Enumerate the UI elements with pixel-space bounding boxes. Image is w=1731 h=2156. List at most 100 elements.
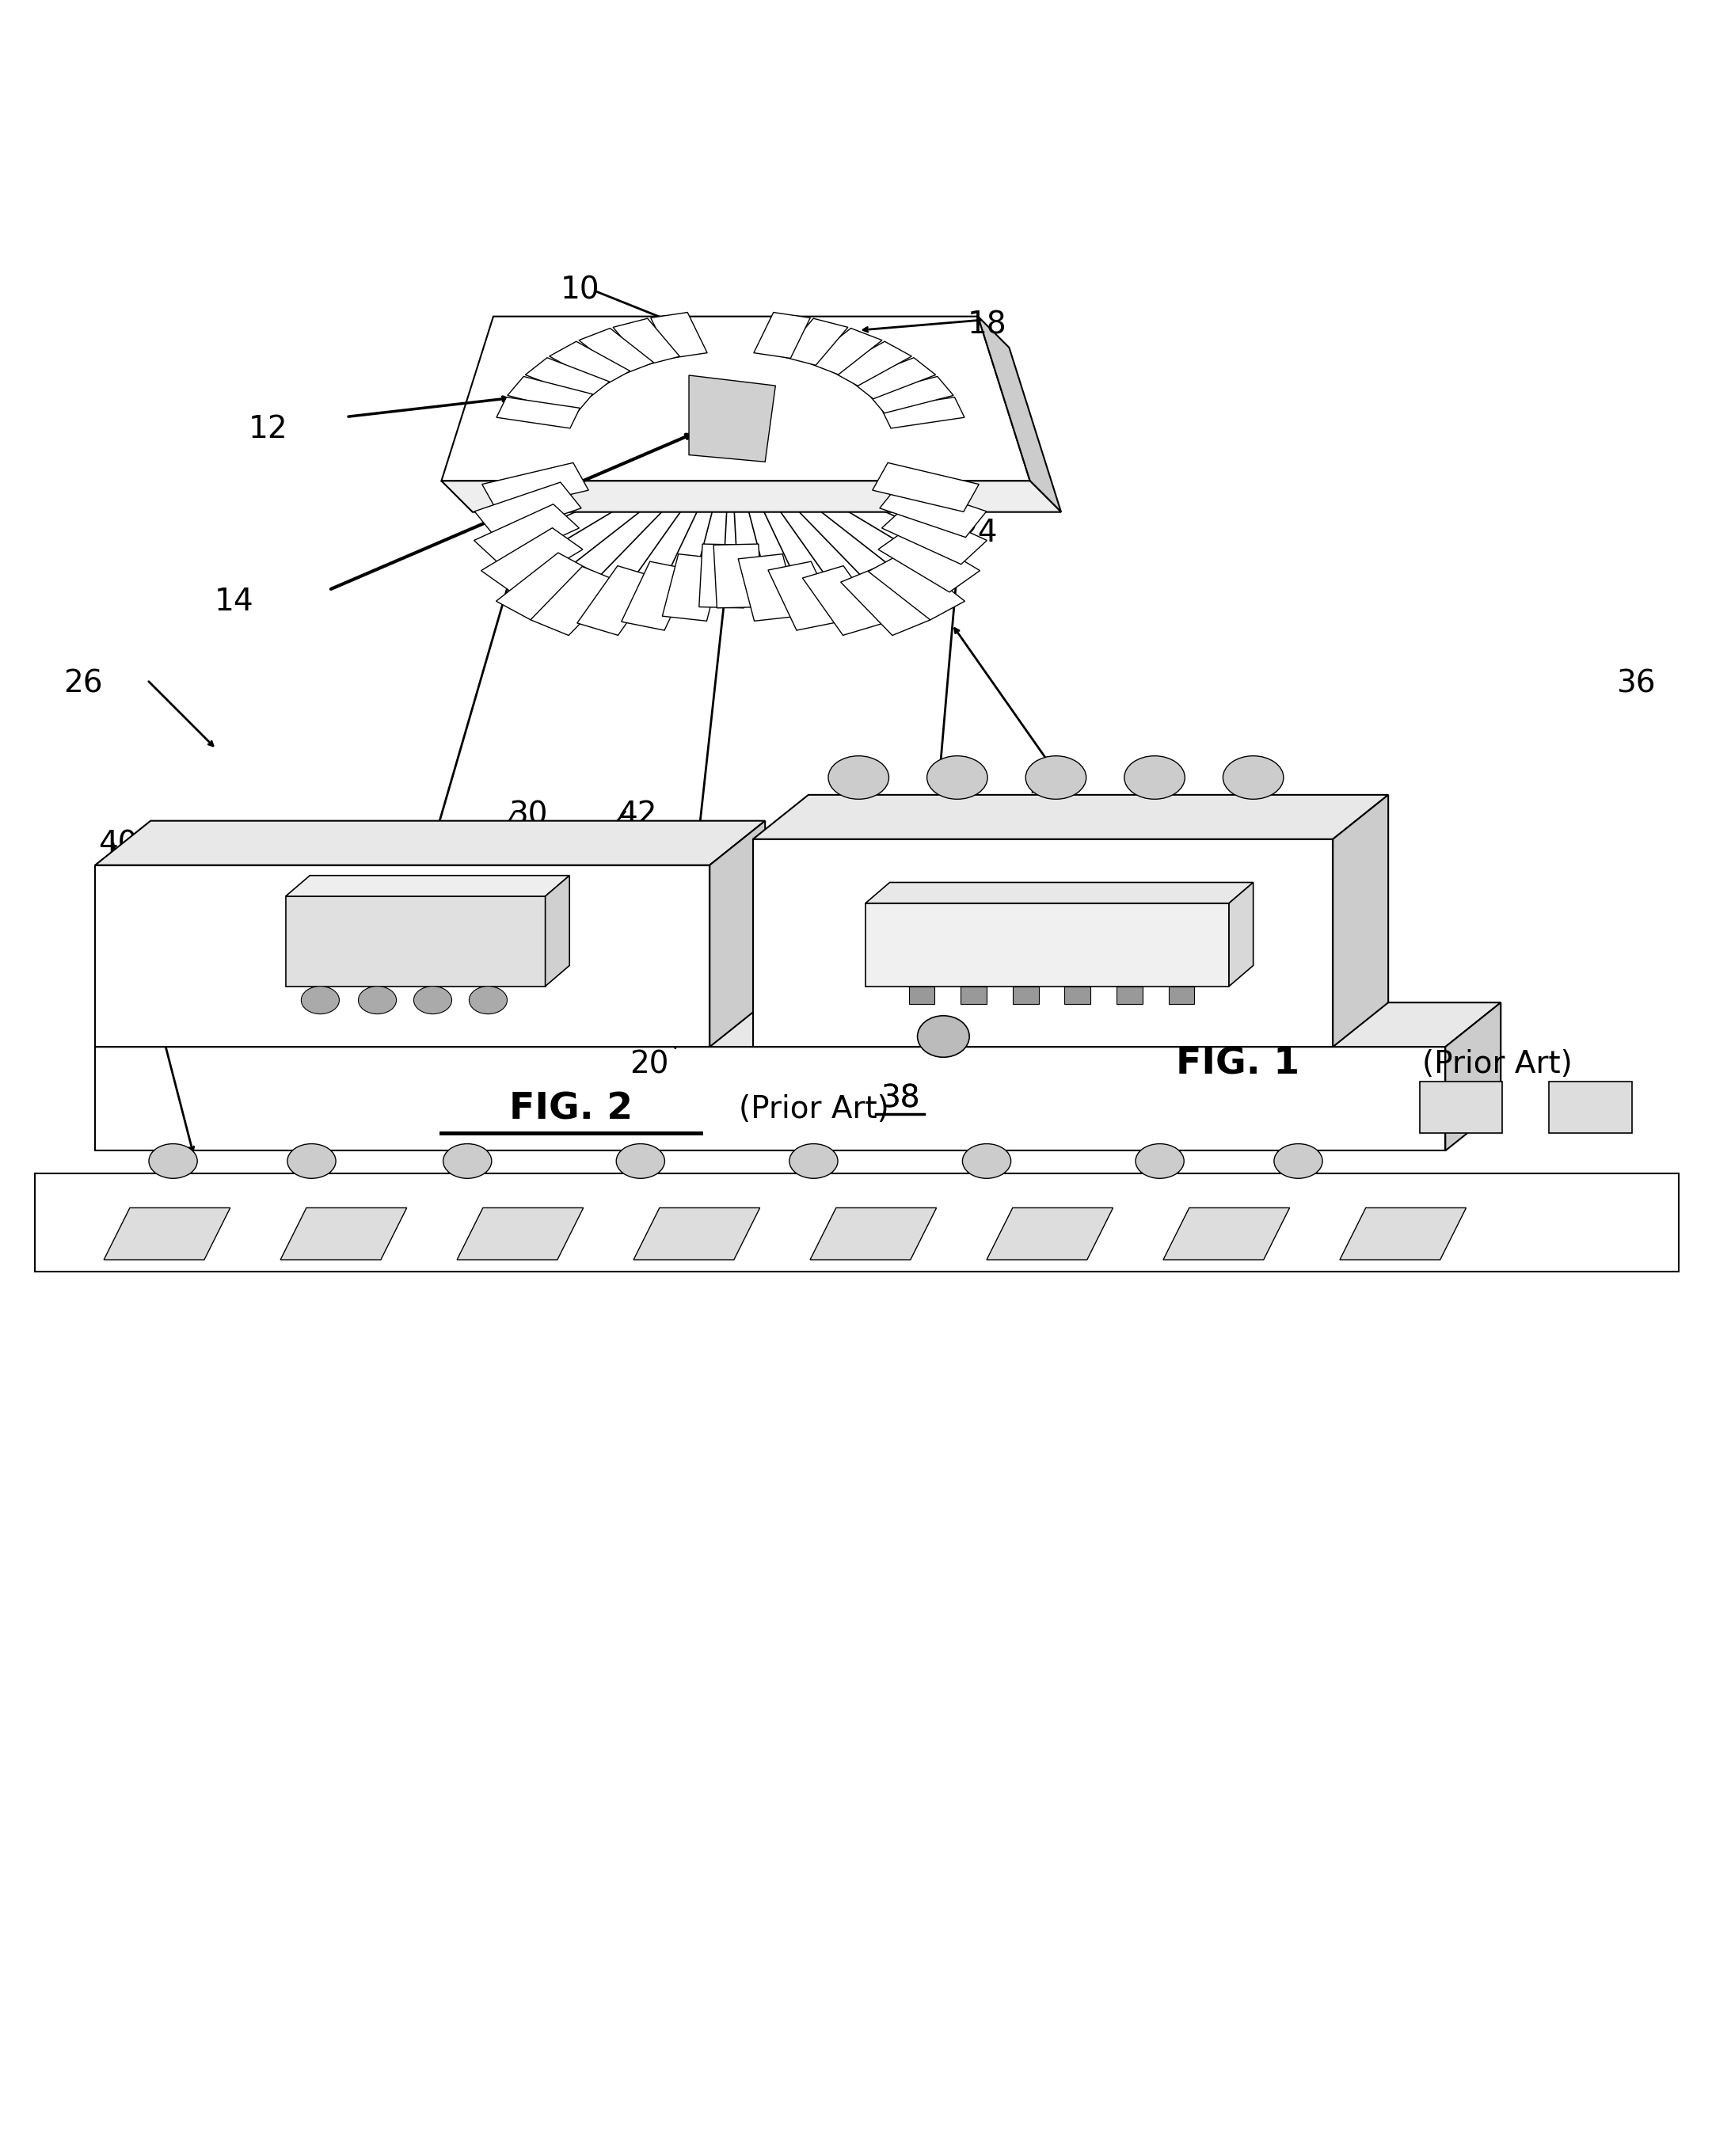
Polygon shape	[879, 483, 987, 537]
Polygon shape	[576, 565, 658, 636]
Polygon shape	[872, 464, 980, 511]
Text: 24: 24	[959, 517, 997, 548]
Ellipse shape	[827, 757, 890, 800]
Ellipse shape	[917, 1015, 969, 1056]
Polygon shape	[810, 1207, 936, 1259]
Polygon shape	[781, 319, 848, 364]
Polygon shape	[1116, 985, 1142, 1003]
Ellipse shape	[149, 1145, 197, 1179]
Text: 20: 20	[630, 1050, 668, 1080]
Text: 12: 12	[249, 414, 287, 444]
Polygon shape	[1549, 1082, 1632, 1134]
Polygon shape	[481, 528, 583, 593]
Polygon shape	[713, 543, 762, 608]
Text: 36: 36	[1617, 668, 1655, 699]
Polygon shape	[95, 1003, 1501, 1048]
Polygon shape	[474, 505, 580, 565]
Polygon shape	[507, 377, 592, 414]
Text: (Prior Art): (Prior Art)	[1423, 1050, 1572, 1080]
Ellipse shape	[287, 1145, 336, 1179]
Polygon shape	[881, 505, 987, 565]
Ellipse shape	[928, 757, 987, 800]
Polygon shape	[545, 875, 569, 985]
Ellipse shape	[962, 1145, 1011, 1179]
Ellipse shape	[1125, 757, 1184, 800]
Polygon shape	[481, 464, 589, 511]
Polygon shape	[530, 567, 620, 636]
Ellipse shape	[1274, 1145, 1322, 1179]
Polygon shape	[663, 554, 724, 621]
Text: 38: 38	[881, 1084, 919, 1115]
Polygon shape	[1163, 1207, 1290, 1259]
Polygon shape	[753, 796, 1388, 839]
Polygon shape	[280, 1207, 407, 1259]
Polygon shape	[1168, 985, 1194, 1003]
Text: 42: 42	[618, 800, 656, 830]
Polygon shape	[866, 903, 1229, 985]
Polygon shape	[95, 821, 765, 865]
Polygon shape	[869, 552, 964, 621]
Polygon shape	[852, 358, 936, 399]
Polygon shape	[803, 565, 885, 636]
Polygon shape	[710, 821, 765, 1048]
Polygon shape	[978, 317, 1061, 511]
Polygon shape	[1333, 796, 1388, 1048]
Polygon shape	[524, 358, 609, 399]
Ellipse shape	[358, 985, 396, 1013]
Text: 32: 32	[1028, 789, 1066, 819]
Text: 18: 18	[968, 310, 1006, 341]
Polygon shape	[497, 552, 592, 621]
Polygon shape	[621, 561, 692, 630]
Polygon shape	[497, 397, 580, 429]
Polygon shape	[1340, 1207, 1466, 1259]
Text: 22: 22	[258, 934, 296, 964]
Polygon shape	[578, 328, 654, 375]
Polygon shape	[549, 341, 630, 386]
Text: 10: 10	[561, 276, 599, 306]
Ellipse shape	[1025, 757, 1085, 800]
Ellipse shape	[469, 985, 507, 1013]
Ellipse shape	[414, 985, 452, 1013]
Polygon shape	[881, 397, 964, 429]
Text: 16: 16	[1063, 830, 1101, 860]
Text: FIG. 1: FIG. 1	[1175, 1046, 1300, 1082]
Text: 34: 34	[947, 830, 985, 860]
Polygon shape	[831, 341, 912, 386]
Polygon shape	[441, 317, 1030, 481]
Polygon shape	[95, 1048, 1445, 1151]
Polygon shape	[961, 985, 987, 1003]
Polygon shape	[807, 328, 883, 375]
Polygon shape	[878, 528, 980, 593]
Polygon shape	[737, 554, 798, 621]
Ellipse shape	[1136, 1145, 1184, 1179]
Polygon shape	[753, 839, 1333, 1048]
Polygon shape	[753, 313, 810, 358]
Polygon shape	[651, 313, 708, 358]
Text: 14: 14	[215, 586, 253, 617]
Polygon shape	[869, 377, 954, 414]
Ellipse shape	[1222, 757, 1283, 800]
Polygon shape	[441, 481, 1061, 511]
Polygon shape	[841, 567, 931, 636]
Text: 30: 30	[509, 800, 547, 830]
Ellipse shape	[301, 985, 339, 1013]
Text: FIG. 2: FIG. 2	[509, 1091, 634, 1128]
Polygon shape	[699, 543, 748, 608]
Polygon shape	[1013, 985, 1039, 1003]
Polygon shape	[286, 897, 545, 985]
Polygon shape	[769, 561, 840, 630]
Text: 26: 26	[64, 668, 102, 699]
Polygon shape	[689, 375, 775, 461]
Polygon shape	[909, 985, 935, 1003]
Text: 38: 38	[881, 1084, 919, 1115]
Ellipse shape	[616, 1145, 665, 1179]
Text: 28: 28	[509, 548, 547, 578]
Polygon shape	[866, 882, 1253, 903]
Polygon shape	[457, 1207, 583, 1259]
Polygon shape	[286, 875, 569, 897]
Polygon shape	[1065, 985, 1091, 1003]
Polygon shape	[35, 1173, 1679, 1272]
Polygon shape	[95, 865, 710, 1048]
Ellipse shape	[443, 1145, 492, 1179]
Text: 40: 40	[99, 830, 137, 860]
